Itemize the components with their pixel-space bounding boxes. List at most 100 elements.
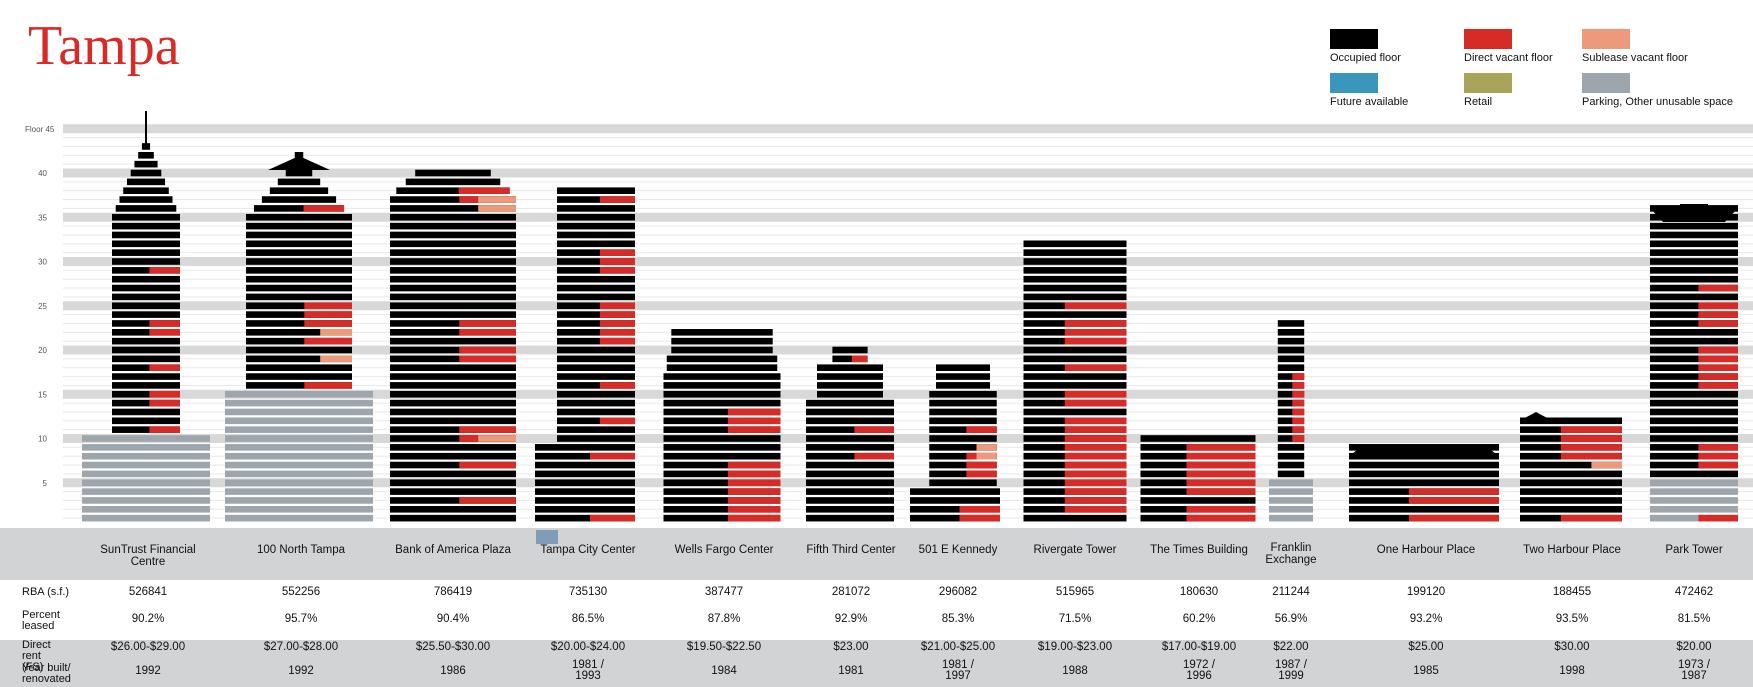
minor-gridline [63,420,1753,422]
floor-bar [246,240,352,248]
table-cell: 735130 [568,586,608,598]
minor-gridline [63,225,1753,227]
floor-bar [246,346,352,354]
floor-bar [123,187,169,194]
floor-bar [929,426,997,433]
floor-bar [390,426,516,433]
direct-vacant-segment [854,426,894,433]
legend-item-future-available: Future available [1330,73,1480,108]
table-cell: 86.5% [571,613,605,625]
floor-bar [82,497,210,504]
direct-vacant-segment [1292,426,1305,433]
table-cell: 92.9% [834,613,868,625]
floor-bar [112,213,180,221]
floor-bar [535,479,635,487]
floor-bar [246,364,352,371]
floor-bar [225,435,373,442]
table-cell: 1972 / 1996 [1183,659,1215,682]
direct-vacant-segment [727,506,781,513]
floor-bar [1650,329,1738,336]
floor-bar [1650,382,1738,389]
floor-bar [832,346,868,354]
data-table-white-band [0,580,1753,640]
direct-vacant-segment [1186,506,1256,513]
floor-bar [663,408,781,416]
table-cell: $27.00-$28.00 [263,641,339,653]
floor-bar [225,399,373,407]
building-name: Park Tower [1665,544,1723,556]
floor-bar [1269,506,1313,513]
table-cell: $21.00-$25.00 [920,641,996,653]
table-cell: 1992 [288,665,314,677]
sublease-vacant-segment [1591,461,1622,469]
direct-vacant-segment [304,382,352,389]
direct-vacant-segment [1292,382,1305,389]
table-cell: $19.50-$22.50 [686,641,762,653]
floor-bar [253,205,345,212]
legend-item-retail: Retail [1464,73,1614,108]
direct-vacant-segment [599,320,635,327]
floor-bar [929,452,997,460]
direct-vacant-segment [851,355,868,363]
floor-bar [1650,488,1738,495]
floor-bar [663,435,781,442]
direct-vacant-segment [1698,355,1738,363]
direct-vacant-segment [1186,461,1256,469]
floor-bar [671,346,773,354]
floor-bar [112,417,180,425]
floor-bar [1277,355,1305,363]
floor-bar [535,514,635,522]
floor-bar [390,196,516,203]
minor-gridline [63,455,1753,457]
floor-bar [415,169,491,177]
crown-park-tower-top [1680,204,1708,208]
direct-vacant-segment [1560,452,1622,460]
floor-bar [557,205,635,212]
direct-vacant-segment [1064,479,1127,487]
floor-bar [671,329,773,336]
table-cell: 90.2% [131,613,165,625]
floor-bar [390,320,516,327]
floor-bar [1650,258,1738,265]
direct-vacant-segment [1292,435,1305,442]
floor-bar [390,514,516,522]
floor-bar [1650,355,1738,363]
minor-gridline [63,402,1753,404]
y-tick-label: 40 [38,169,47,178]
floor-bar [663,497,781,504]
floor-bar [1520,497,1622,504]
table-cell: $25.50-$30.00 [415,641,491,653]
floor-bar [1650,320,1738,327]
floor-bar [535,461,635,469]
floor-bar [817,382,883,389]
floor-bar [269,187,329,194]
direct-vacant-segment [1698,284,1738,292]
floor-bar [112,329,180,336]
floor-bar [666,355,778,363]
floor-bar [1349,479,1499,487]
floor-bar [1650,444,1738,451]
floor-bar [910,488,1000,495]
floor-bar [246,275,352,283]
floor-bar [929,470,997,478]
minor-gridline [63,340,1753,342]
floor-bar [663,417,781,425]
floor-bar [82,470,210,478]
floor-bar [390,470,516,478]
floor-bar [557,417,635,425]
minor-gridline [63,331,1753,333]
floor-bar [225,461,373,469]
floor-bar [1650,284,1738,292]
direct-vacant-segment [459,355,516,363]
floor-bar [390,311,516,318]
floor-bar [1277,390,1305,398]
direct-vacant-segment [1698,382,1738,389]
direct-vacant-segment [1292,390,1305,398]
floor-bar [390,417,516,425]
floor-bar [246,329,352,336]
floor-bar [390,399,516,407]
floor-bar [225,506,373,513]
direct-vacant-segment [1698,346,1738,354]
direct-vacant-segment [303,205,345,212]
floor-bar [557,293,635,301]
